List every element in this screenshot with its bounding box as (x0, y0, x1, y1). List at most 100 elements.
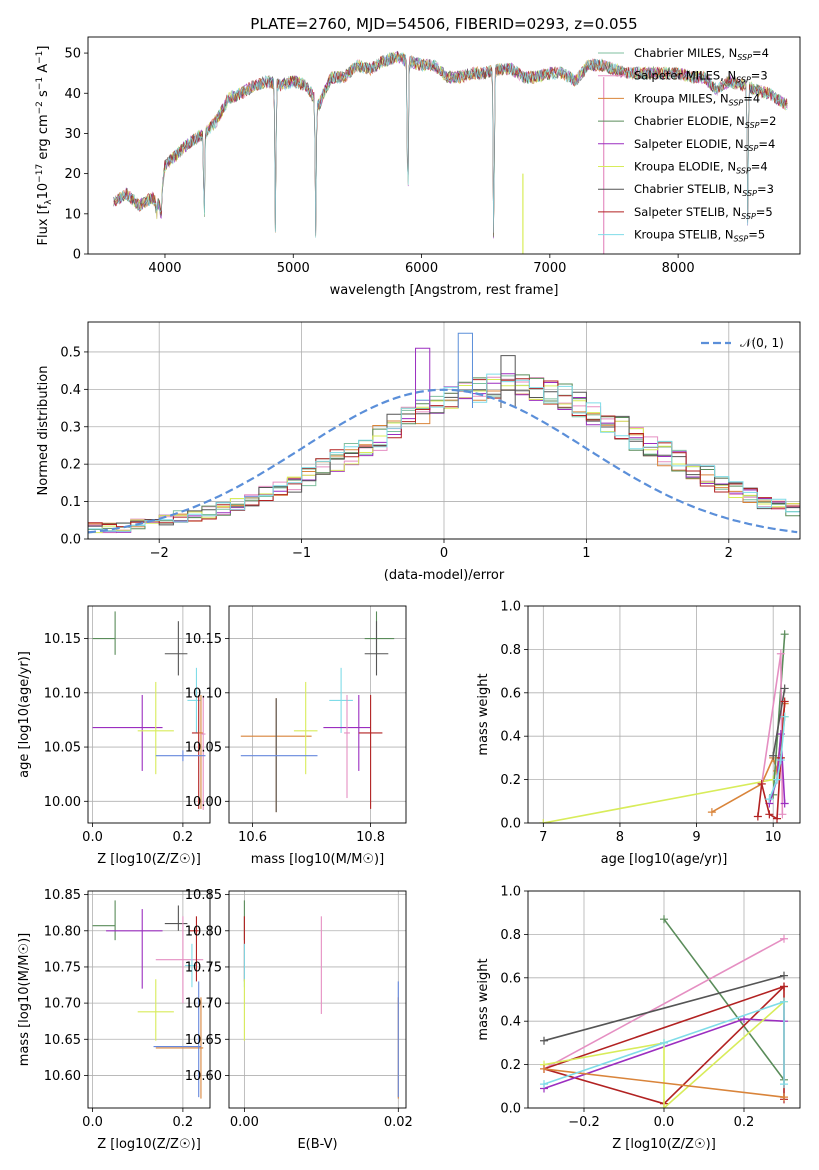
ylabel-part: −1 (35, 77, 45, 90)
ylabel-part: −17 (35, 164, 45, 183)
y-tick-label: 10.75 (44, 960, 81, 975)
y-tick-label: 0.6 (500, 971, 521, 986)
y-tick-label: 10.85 (185, 888, 222, 903)
y-tick-label: 0.8 (500, 928, 521, 943)
weight-line (768, 716, 786, 800)
y-tick-label: 10.15 (44, 632, 81, 647)
legend-label-sub: SSP (736, 167, 751, 176)
y-tick-label: 10.15 (185, 632, 222, 647)
weight-line (543, 1000, 785, 1085)
weight-lines (539, 630, 789, 823)
weight-marker (780, 982, 788, 991)
histogram-peak (415, 347, 431, 409)
y-tick-label: 1.0 (500, 885, 521, 900)
age-vs-mass-xlabel: mass [log10(M/M☉)] (251, 852, 384, 867)
weight-marker (540, 1064, 548, 1073)
age-vs-Z-ylabel: age [log10(age/yr)] (17, 651, 32, 778)
histogram-peak (457, 332, 473, 409)
y-tick-label: 0.0 (60, 533, 81, 548)
errorbar-points (243, 900, 399, 1099)
ylabel-part: s (36, 90, 51, 101)
y-tick-label: 10.10 (185, 686, 222, 701)
x-tick-label: 1 (582, 546, 590, 561)
x-tick-label: 8 (616, 830, 624, 845)
y-tick-label: 40 (64, 87, 81, 102)
histogram-series (88, 389, 800, 539)
weight-marker (776, 756, 785, 765)
y-tick-label: 10.00 (185, 795, 222, 810)
spectrum-line (113, 52, 788, 236)
weight-marker (780, 799, 789, 808)
y-tick-label: 10.75 (185, 960, 222, 975)
weight-marker (540, 1036, 548, 1045)
legend-label: Chabrier ELODIE, NSSP=2 (634, 114, 776, 130)
weight-marker (539, 819, 548, 823)
axes-frame (87, 605, 211, 824)
x-tick-label: 0.2 (173, 830, 194, 845)
x-tick-label: 10.8 (356, 830, 385, 845)
weight-line (772, 688, 786, 756)
legend-label-main: Kroupa STELIB, N (634, 228, 734, 242)
ylabel-part: 10 (36, 183, 51, 200)
errorbar-points (240, 611, 395, 813)
legend-label: Salpeter ELODIE, NSSP=4 (634, 137, 775, 153)
legend-label-sub: SSP (745, 121, 760, 130)
x-tick-label: 10 (765, 830, 782, 845)
y-tick-label: 10 (64, 207, 81, 222)
weight-line (543, 937, 785, 1070)
weight-line (543, 1068, 785, 1098)
y-tick-label: 0.5 (60, 345, 81, 360)
legend-label: Chabrier MILES, NSSP=4 (634, 46, 769, 62)
x-tick-label: 2 (725, 546, 733, 561)
weight-lines (540, 915, 788, 1108)
weight-marker (660, 1104, 668, 1108)
ylabel-part: ] (36, 46, 51, 51)
spectrum-lines (113, 50, 788, 239)
legend-label-tail: =4 (743, 91, 760, 105)
weight-marker (780, 1080, 788, 1089)
y-tick-label: 30 (64, 127, 81, 142)
legend-label-sub: SSP (742, 189, 757, 198)
weight-marker (780, 697, 789, 706)
legend-label-tail: =2 (760, 114, 777, 128)
histogram-series (88, 373, 800, 539)
weight-marker (773, 775, 782, 784)
y-tick-label: 10.80 (44, 924, 81, 939)
weight-marker (780, 684, 789, 693)
weight-line (543, 716, 786, 823)
y-tick-label: 10.85 (44, 888, 81, 903)
legend-label: Chabrier STELIB, NSSP=3 (634, 182, 774, 198)
weight-marker (765, 795, 774, 804)
legend-label-tail: =3 (757, 182, 774, 196)
legend-label-sub: SSP (744, 144, 759, 153)
y-tick-label: 10.70 (185, 997, 222, 1012)
spectrum-line (113, 52, 788, 236)
x-tick-label: 0.02 (384, 1115, 413, 1130)
y-tick-label: 10.60 (44, 1069, 81, 1084)
y-tick-label: 1.0 (500, 600, 521, 615)
y-tick-label: 0.0 (500, 1102, 521, 1117)
y-tick-label: 10.70 (44, 997, 81, 1012)
weight-marker (660, 915, 668, 924)
legend-label-main: Chabrier ELODIE, N (634, 114, 745, 128)
axes-frame (228, 605, 407, 824)
legend-label-main: Chabrier STELIB, N (634, 182, 742, 196)
weight-marker (778, 810, 787, 819)
weight-vs-age-ylabel: mass weight (476, 673, 491, 755)
x-tick-label: 0 (440, 546, 448, 561)
weight-marker (780, 712, 789, 721)
legend-label-tail: =4 (751, 160, 768, 174)
y-tick-label: 0.3 (60, 420, 81, 435)
weight-line (543, 1001, 785, 1108)
legend-label: 𝒩(0, 1) (740, 336, 784, 350)
mass-vs-Z-ylabel: mass [log10(M/M☉)] (17, 933, 32, 1066)
weight-vs-age-xlabel: age [log10(age/yr)] (601, 852, 728, 867)
spectrum-title: PLATE=2760, MJD=54506, FIBERID=0293, z=0… (250, 15, 637, 33)
legend-label: Kroupa STELIB, NSSP=5 (634, 228, 765, 244)
x-tick-label: 6000 (405, 261, 438, 276)
weight-marker (780, 971, 788, 980)
axes-frame (87, 36, 801, 255)
histogram-peak (500, 355, 516, 409)
errorbar-points (92, 900, 204, 1099)
x-tick-label: 0.00 (230, 1115, 259, 1130)
